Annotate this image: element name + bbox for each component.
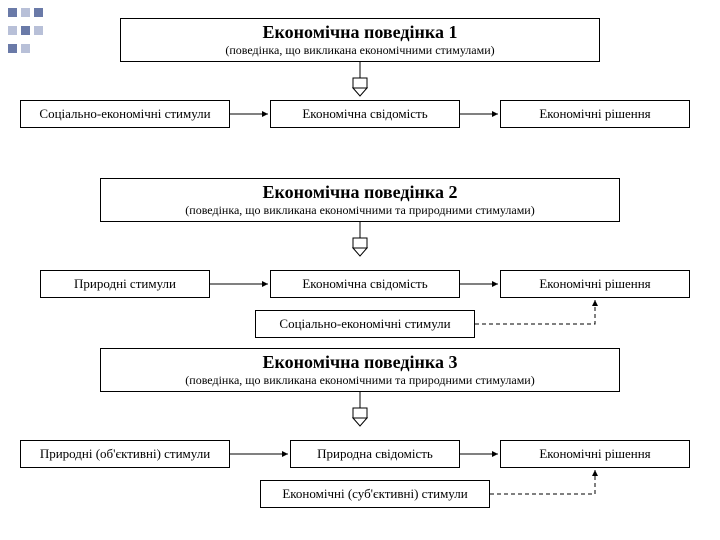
s3-left: Природні (об'єктивні) стимули [20, 440, 230, 468]
section1-title: Економічна поведінка 1 (поведінка, що ви… [120, 18, 600, 62]
s3-right: Економічні рішення [500, 440, 690, 468]
section1-title-text: Економічна поведінка 1 [263, 22, 458, 43]
s2-left: Природні стимули [40, 270, 210, 298]
section2-title-text: Економічна поведінка 2 [263, 182, 458, 203]
s3-bottom: Економічні (суб'єктивні) стимули [260, 480, 490, 508]
s3-mid: Природна свідомість [290, 440, 460, 468]
corner-decor [6, 6, 45, 60]
section3-title: Економічна поведінка 3 (поведінка, що ви… [100, 348, 620, 392]
s2-right: Економічні рішення [500, 270, 690, 298]
section3-title-text: Економічна поведінка 3 [263, 352, 458, 373]
s2-bottom: Соціально-економічні стимули [255, 310, 475, 338]
section2-title: Економічна поведінка 2 (поведінка, що ви… [100, 178, 620, 222]
s1-left: Соціально-економічні стимули [20, 100, 230, 128]
section3-subtitle: (поведінка, що викликана економічними та… [185, 373, 534, 388]
s2-mid: Економічна свідомість [270, 270, 460, 298]
s1-mid: Економічна свідомість [270, 100, 460, 128]
s1-right: Економічні рішення [500, 100, 690, 128]
section1-subtitle: (поведінка, що викликана економічними ст… [225, 43, 494, 58]
section2-subtitle: (поведінка, що викликана економічними та… [185, 203, 534, 218]
